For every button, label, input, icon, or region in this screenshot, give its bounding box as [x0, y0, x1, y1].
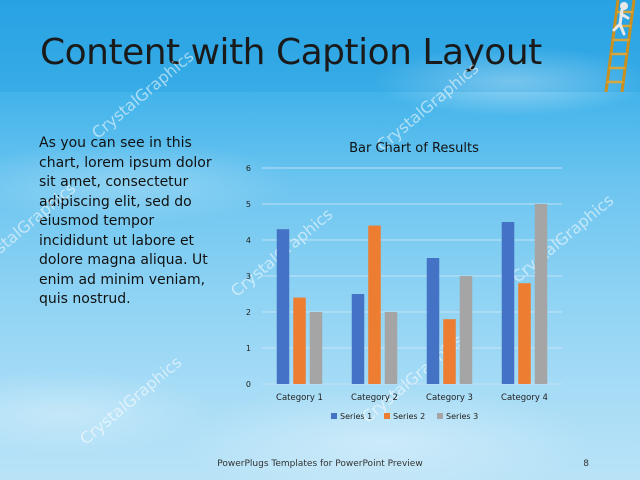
x-tick-label: Category 1	[276, 393, 323, 403]
legend-swatch	[437, 413, 443, 419]
chart-title: Bar Chart of Results	[349, 141, 479, 156]
bar-series-3-3	[459, 276, 473, 384]
x-tick-label: Category 4	[501, 393, 548, 403]
legend-label: Series 1	[340, 412, 372, 421]
y-tick-label: 5	[246, 200, 251, 209]
ladder-climber-icon	[604, 0, 636, 92]
y-tick-label: 2	[246, 308, 251, 317]
bar-series-3-4	[534, 204, 548, 384]
legend-label: Series 2	[393, 412, 425, 421]
bar-series-2-3	[443, 319, 456, 384]
y-tick-label: 1	[246, 344, 251, 353]
bar-series-2-2	[368, 225, 381, 384]
x-tick-label: Category 2	[351, 393, 398, 403]
y-tick-label: 4	[246, 236, 251, 245]
bar-series-1-1	[276, 229, 290, 384]
slide-title: Content with Caption Layout	[40, 32, 542, 73]
bar-chart: Bar Chart of Results 0 1 2 3 4 5 6 Category 1 Cat…	[246, 141, 562, 421]
title-bar	[0, 0, 640, 92]
bar-series-2-4	[518, 283, 531, 384]
bar-series-2-1	[293, 297, 306, 384]
y-tick-label: 3	[246, 272, 251, 281]
bar-series-3-2	[384, 312, 398, 384]
bar-series-1-4	[501, 222, 515, 384]
bar-series-1-3	[426, 258, 440, 384]
legend-swatch	[331, 413, 337, 419]
bar-series-1-2	[351, 294, 365, 384]
x-tick-label: Category 3	[426, 393, 473, 403]
bar-series-3-1	[309, 312, 323, 384]
y-tick-label: 6	[246, 164, 251, 173]
legend-swatch	[384, 413, 390, 419]
footer-text: PowerPlugs Templates for PowerPoint Prev…	[217, 459, 423, 469]
caption-text: As you can see in this chart, lorem ipsu…	[39, 135, 212, 307]
page-number: 8	[583, 459, 589, 469]
y-tick-label: 0	[246, 380, 251, 389]
legend-label: Series 3	[446, 412, 478, 421]
